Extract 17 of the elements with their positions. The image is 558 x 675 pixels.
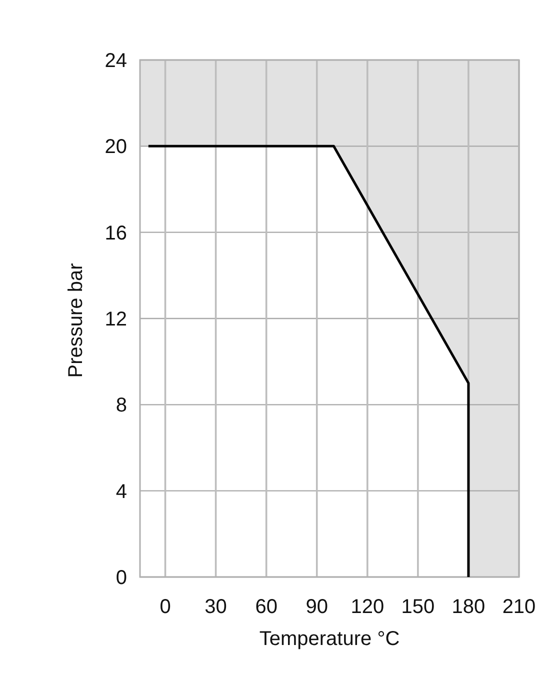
x-tick-label: 180 <box>452 596 486 618</box>
y-tick-label: 4 <box>116 480 127 503</box>
y-tick-label: 12 <box>104 308 127 330</box>
x-tick-label: 30 <box>204 596 227 618</box>
y-tick-label: 24 <box>104 50 127 72</box>
x-tick-label: 60 <box>255 596 278 618</box>
y-tick-label: 16 <box>104 222 127 244</box>
x-tick-label: 150 <box>401 596 435 618</box>
x-tick-label: 90 <box>306 596 328 618</box>
x-tick-label: 0 <box>160 596 171 618</box>
y-axis-title: Pressure bar <box>65 262 87 378</box>
y-tick-label: 20 <box>104 136 127 158</box>
x-tick-label: 210 <box>502 596 536 618</box>
y-tick-label: 8 <box>116 394 127 417</box>
x-axis-title: Temperature °C <box>259 628 400 650</box>
x-tick-label: 120 <box>350 596 384 618</box>
y-tick-label: 0 <box>116 567 127 589</box>
